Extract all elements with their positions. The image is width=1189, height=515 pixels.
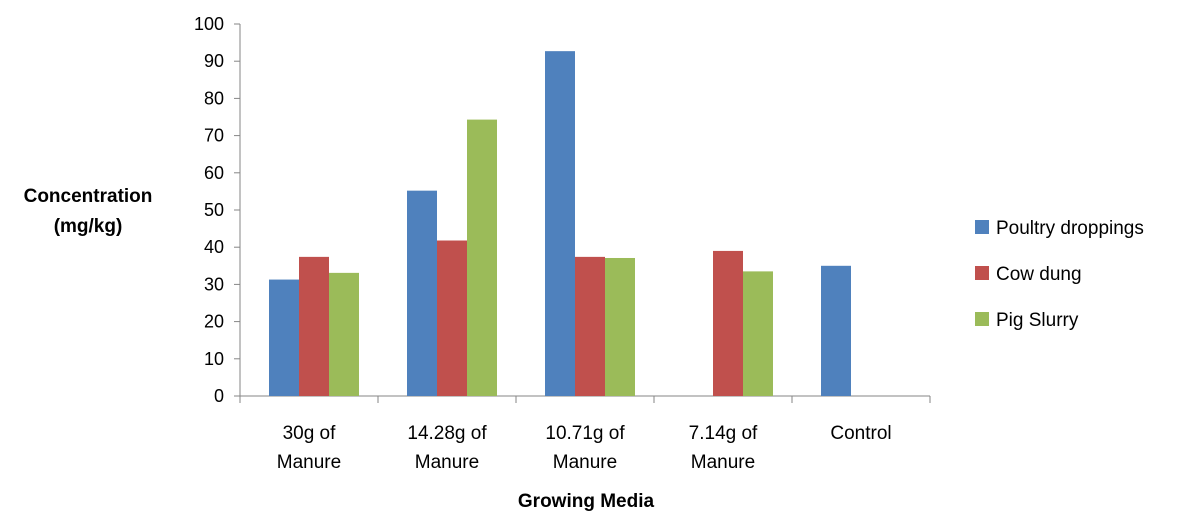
bar bbox=[713, 250, 743, 396]
bar bbox=[575, 256, 605, 396]
legend-label: Cow dung bbox=[996, 264, 1082, 285]
bar bbox=[821, 265, 851, 396]
y-tick-label: 70 bbox=[204, 126, 224, 146]
bar bbox=[329, 272, 359, 396]
x-tick-label: 14.28g of Manure bbox=[407, 423, 487, 473]
x-axis-title: Growing Media bbox=[518, 491, 655, 512]
y-tick-label: 90 bbox=[204, 51, 224, 71]
legend-swatch bbox=[975, 312, 989, 326]
legend: Poultry droppings Cow dung Pig Slurry bbox=[975, 218, 1144, 331]
bar bbox=[467, 119, 497, 396]
legend-label: Pig Slurry bbox=[996, 310, 1079, 331]
bar bbox=[545, 51, 575, 396]
x-axis: 30g of Manure 14.28g of Manure 10.71g of Manu… bbox=[239, 395, 931, 473]
y-axis-title: Concentration (mg/kg) bbox=[24, 186, 153, 237]
y-tick-label: 50 bbox=[204, 200, 224, 220]
legend-swatch bbox=[975, 220, 989, 234]
y-tick-label: 0 bbox=[214, 386, 224, 406]
y-tick-label: 40 bbox=[204, 237, 224, 257]
legend-label: Poultry droppings bbox=[996, 218, 1144, 239]
y-axis: 0 10 20 30 40 50 60 70 80 90 100 bbox=[194, 14, 241, 406]
y-tick-label: 10 bbox=[204, 349, 224, 369]
y-tick-label: 20 bbox=[204, 312, 224, 332]
bar bbox=[437, 240, 467, 396]
bar bbox=[299, 256, 329, 396]
y-tick-label: 80 bbox=[204, 88, 224, 108]
y-tick-label: 100 bbox=[194, 14, 224, 34]
x-tick-label: 10.71g of Manure bbox=[545, 423, 625, 473]
bars bbox=[269, 51, 851, 396]
bar bbox=[269, 279, 299, 396]
bar bbox=[605, 257, 635, 396]
y-axis-title-text: Concentration (mg/kg) bbox=[24, 186, 153, 237]
x-tick-label: 30g of Manure bbox=[277, 423, 341, 473]
bar bbox=[743, 271, 773, 396]
y-tick-label: 60 bbox=[204, 163, 224, 183]
bar bbox=[407, 190, 437, 396]
legend-swatch bbox=[975, 266, 989, 280]
x-tick-label: 7.14g of Manure bbox=[689, 423, 758, 473]
x-tick-label: Control bbox=[830, 423, 891, 444]
y-tick-label: 30 bbox=[204, 274, 224, 294]
